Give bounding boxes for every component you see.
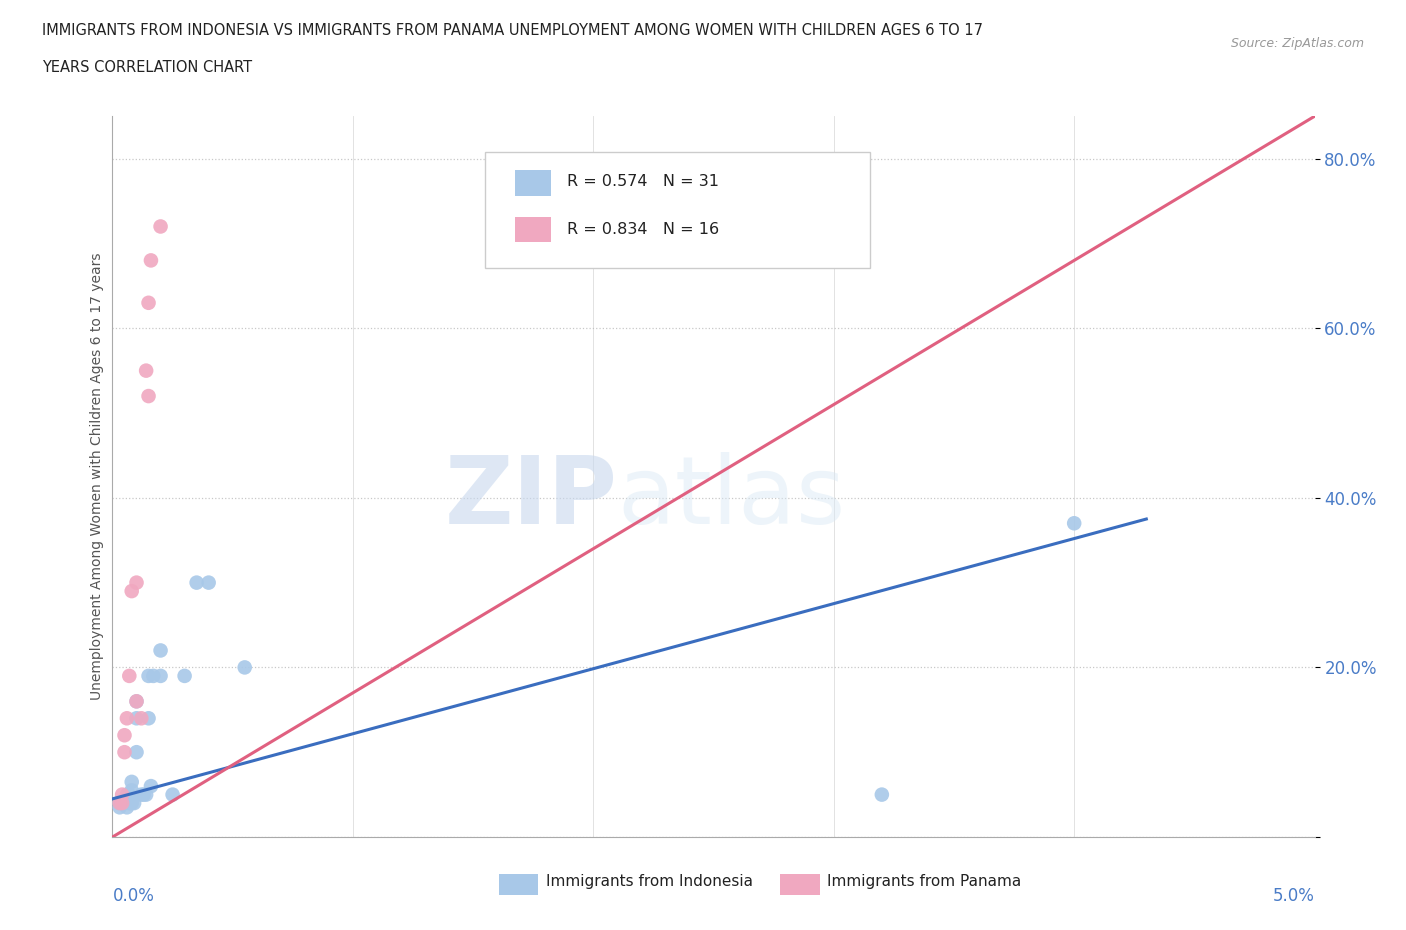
FancyBboxPatch shape [485,153,870,268]
Point [118,796,141,811]
Point [118,669,141,684]
Point [122,796,145,811]
Point [108,796,131,811]
Point [139,253,162,268]
Point [135,787,157,802]
Point [142,669,165,684]
Point [114,728,136,743]
Text: R = 0.834   N = 16: R = 0.834 N = 16 [567,222,718,237]
Text: 0.0%: 0.0% [112,887,155,906]
Point [870,787,893,802]
Text: Immigrants from Panama: Immigrants from Panama [827,874,1021,889]
Point [131,787,153,802]
Point [108,800,131,815]
Point [114,796,136,811]
Point [115,787,138,802]
Point [108,796,131,811]
Point [186,575,208,590]
Point [162,787,184,802]
Text: Immigrants from Indonesia: Immigrants from Indonesia [546,874,752,889]
Point [125,711,148,725]
Point [197,575,219,590]
Point [125,745,148,760]
Y-axis label: Unemployment Among Women with Children Ages 6 to 17 years: Unemployment Among Women with Children A… [90,253,104,700]
Point [121,775,143,790]
Text: atlas: atlas [617,452,845,544]
Point [138,711,160,725]
Text: Source: ZipAtlas.com: Source: ZipAtlas.com [1230,37,1364,50]
Point [115,711,138,725]
Point [149,219,172,234]
Point [121,584,143,599]
Point [115,800,138,815]
Point [132,787,155,802]
Text: ZIP: ZIP [444,452,617,544]
Point [111,787,134,802]
Point [138,669,160,684]
Text: 5.0%: 5.0% [1272,887,1315,906]
Point [131,711,153,725]
Point [138,389,160,404]
Bar [515,218,551,243]
Point [121,783,143,798]
Text: R = 0.574   N = 31: R = 0.574 N = 31 [567,174,718,190]
Point [111,796,134,811]
Point [125,694,148,709]
Point [118,787,141,802]
Text: IMMIGRANTS FROM INDONESIA VS IMMIGRANTS FROM PANAMA UNEMPLOYMENT AMONG WOMEN WIT: IMMIGRANTS FROM INDONESIA VS IMMIGRANTS … [42,23,983,38]
Point [114,745,136,760]
Point [1063,516,1085,531]
Point [135,364,157,379]
Point [149,669,172,684]
Point [138,296,160,311]
Point [173,669,195,684]
Point [125,575,148,590]
Bar [515,170,551,195]
Point [149,643,172,658]
Point [111,796,134,811]
Point [121,796,143,811]
Text: YEARS CORRELATION CHART: YEARS CORRELATION CHART [42,60,252,75]
Point [125,694,148,709]
Point [139,778,162,793]
Point [233,660,256,675]
